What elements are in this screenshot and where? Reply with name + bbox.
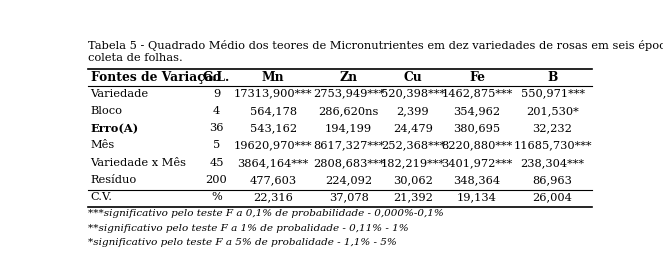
Text: G.L.: G.L. [203,71,230,84]
Text: 4: 4 [213,106,220,116]
Text: 19,134: 19,134 [457,192,497,202]
Text: 19620,970***: 19620,970*** [234,141,312,150]
Text: 520,398***: 520,398*** [381,89,445,99]
Text: 30,062: 30,062 [393,175,433,185]
Text: 9: 9 [213,89,220,99]
Text: Mês: Mês [91,141,115,150]
Text: Fontes de Variação: Fontes de Variação [91,71,221,84]
Text: 3864,164***: 3864,164*** [237,158,309,168]
Text: 2753,949***: 2753,949*** [313,89,385,99]
Text: B: B [548,71,558,84]
Text: ***significativo pelo teste F a 0,1% de probabilidade - 0,000%-0,1%: ***significativo pelo teste F a 0,1% de … [88,209,444,218]
Text: 543,162: 543,162 [249,123,296,133]
Text: 194,199: 194,199 [325,123,372,133]
Text: C.V.: C.V. [91,192,113,202]
Text: 354,962: 354,962 [453,106,501,116]
Text: 477,603: 477,603 [249,175,296,185]
Text: 380,695: 380,695 [453,123,501,133]
Text: Zn: Zn [339,71,357,84]
Text: 3401,972***: 3401,972*** [442,158,512,168]
Text: 201,530*: 201,530* [526,106,579,116]
Text: Mn: Mn [262,71,284,84]
Text: 8617,327***: 8617,327*** [313,141,385,150]
Text: 86,963: 86,963 [532,175,572,185]
Text: 5: 5 [213,141,220,150]
Text: 36: 36 [209,123,223,133]
Text: %: % [211,192,222,202]
Text: 182,219***: 182,219*** [381,158,445,168]
Text: Cu: Cu [403,71,422,84]
Text: *significativo pelo teste F a 5% de probalidade - 1,1% - 5%: *significativo pelo teste F a 5% de prob… [88,238,396,247]
Text: **significativo pelo teste F a 1% de probalidade - 0,11% - 1%: **significativo pelo teste F a 1% de pro… [88,224,408,233]
Text: Resíduo: Resíduo [91,175,137,185]
Text: 2,399: 2,399 [396,106,429,116]
Text: Variedade: Variedade [91,89,149,99]
Text: 550,971***: 550,971*** [520,89,585,99]
Text: Tabela 5 - Quadrado Médio dos teores de Micronutrientes em dez variedades de ros: Tabela 5 - Quadrado Médio dos teores de … [88,40,663,63]
Text: Bloco: Bloco [91,106,123,116]
Text: 11685,730***: 11685,730*** [513,141,592,150]
Text: 224,092: 224,092 [325,175,372,185]
Text: 24,479: 24,479 [393,123,433,133]
Text: 32,232: 32,232 [532,123,572,133]
Text: Erro(A): Erro(A) [91,123,139,134]
Text: 26,004: 26,004 [532,192,572,202]
Text: 286,620ns: 286,620ns [318,106,379,116]
Text: 22,316: 22,316 [253,192,293,202]
Text: 2808,683***: 2808,683*** [313,158,385,168]
Text: 1462,875***: 1462,875*** [442,89,512,99]
Text: Variedade x Mês: Variedade x Mês [91,158,186,168]
Text: 348,364: 348,364 [453,175,501,185]
Text: 45: 45 [209,158,223,168]
Text: 37,078: 37,078 [329,192,369,202]
Text: 238,304***: 238,304*** [520,158,585,168]
Text: 564,178: 564,178 [249,106,296,116]
Text: 21,392: 21,392 [393,192,433,202]
Text: 17313,900***: 17313,900*** [234,89,312,99]
Text: 252,368***: 252,368*** [381,141,445,150]
Text: Fe: Fe [469,71,485,84]
Text: 200: 200 [206,175,227,185]
Text: 8220,880***: 8220,880*** [442,141,512,150]
